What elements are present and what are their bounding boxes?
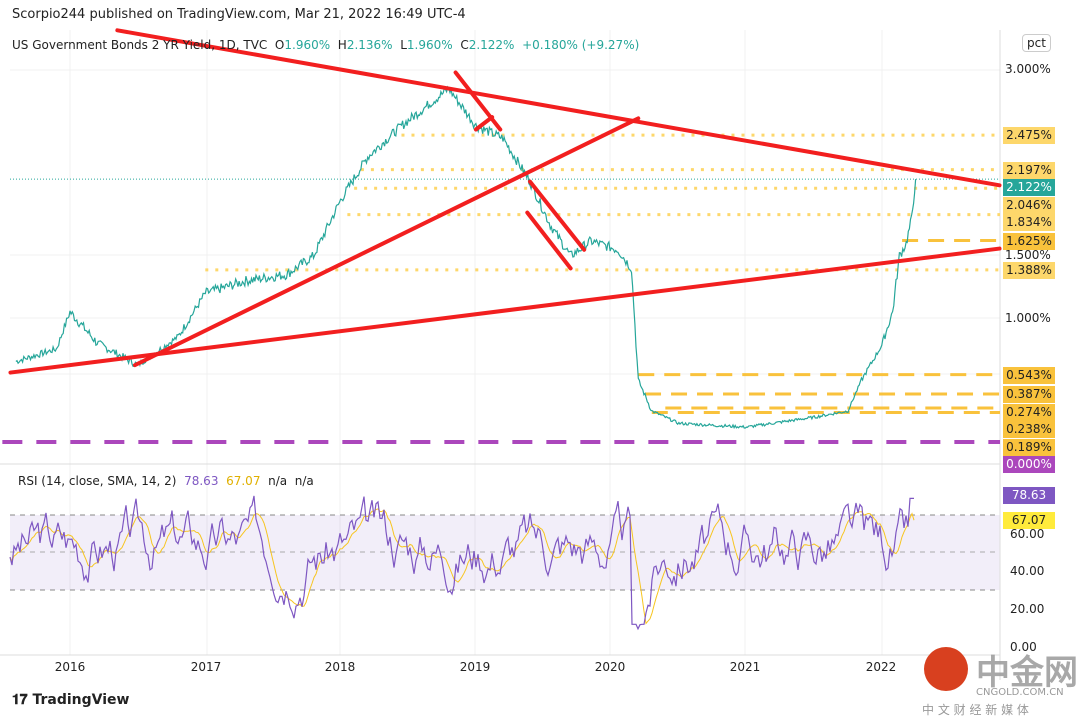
change-value: +0.180% (+9.27%) (522, 38, 640, 52)
x-tick: 2016 (54, 660, 86, 674)
rsi-tick: 60.00 (1010, 527, 1045, 541)
tv-logo-icon: 𝟏𝟕 (12, 692, 33, 708)
x-tick: 2017 (190, 660, 222, 674)
high-label: H (337, 38, 347, 52)
price-label: 2.197% (1003, 161, 1055, 179)
price-label: 1.388% (1003, 261, 1055, 279)
x-tick: 2019 (459, 660, 491, 674)
symbol-name[interactable]: US Government Bonds 2 YR Yield, 1D, TVC (12, 38, 268, 52)
y-tick: 1.500% (1005, 248, 1051, 262)
watermark-subtitle: 中 文 财 经 新 媒 体 (922, 703, 1029, 717)
y-tick: 3.000% (1005, 62, 1051, 76)
trendline (473, 115, 495, 132)
x-tick: 2018 (324, 660, 356, 674)
rsi-value: 78.63 (184, 474, 219, 488)
price-line (15, 85, 917, 430)
open-value: 1.960% (284, 38, 331, 52)
price-label: 0.274% (1003, 403, 1055, 421)
x-tick: 2020 (594, 660, 626, 674)
price-label: 0.189% (1003, 438, 1055, 456)
symbol-legend: US Government Bonds 2 YR Yield, 1D, TVC … (12, 38, 639, 52)
rsi-title[interactable]: RSI (14, close, SMA, 14, 2) (18, 474, 177, 488)
rsi-sma-line (9, 508, 915, 625)
rsi-value-label: 78.63 (1003, 487, 1055, 504)
close-value: 2.122% (468, 38, 515, 52)
x-tick: 2022 (865, 660, 897, 674)
price-label: 0.543% (1003, 366, 1055, 384)
scale-mode-button[interactable]: pct (1022, 34, 1051, 52)
price-label: 0.238% (1003, 421, 1055, 438)
rsi-legend: RSI (14, close, SMA, 14, 2) 78.63 67.07 … (18, 474, 314, 488)
price-label: 0.387% (1003, 386, 1055, 403)
trendline (528, 179, 587, 252)
rsi-tick: 40.00 (1010, 564, 1045, 578)
rsi-na: n/a (268, 474, 288, 488)
watermark-title: 中金网 (976, 653, 1078, 693)
low-value: 1.960% (406, 38, 453, 52)
rsi-tick: 20.00 (1010, 602, 1045, 616)
price-label: 2.475% (1003, 127, 1055, 145)
high-value: 2.136% (346, 38, 393, 52)
price-label: 1.625% (1003, 232, 1055, 250)
published-header: Scorpio244 published on TradingView.com,… (12, 7, 466, 22)
trendline (525, 210, 573, 271)
rsi-na: n/a (294, 474, 314, 488)
trendline (453, 70, 503, 132)
tradingview-logo[interactable]: 𝟏𝟕 TradingView (12, 692, 129, 708)
brand-name: TradingView (32, 692, 130, 708)
price-label: 1.834% (1003, 214, 1055, 232)
trendline (8, 246, 1002, 375)
trendline (132, 116, 641, 368)
watermark-domain: CNGOLD.COM.CN (976, 687, 1064, 698)
y-tick: 1.000% (1005, 311, 1051, 325)
close-label: C (460, 38, 469, 52)
price-label: 2.122% (1003, 179, 1055, 197)
open-label: O (274, 38, 285, 52)
low-label: L (400, 38, 407, 52)
trendline (115, 28, 1002, 188)
rsi-sma-value: 67.07 (226, 474, 261, 488)
rsi-line (9, 495, 914, 631)
cngold-logo-icon (924, 647, 968, 691)
price-label: 0.000% (1003, 456, 1055, 473)
rsi-sma-label: 67.07 (1003, 512, 1055, 529)
price-label: 2.046% (1003, 196, 1055, 214)
x-tick: 2021 (729, 660, 761, 674)
rsi-tick: 0.00 (1010, 640, 1037, 654)
